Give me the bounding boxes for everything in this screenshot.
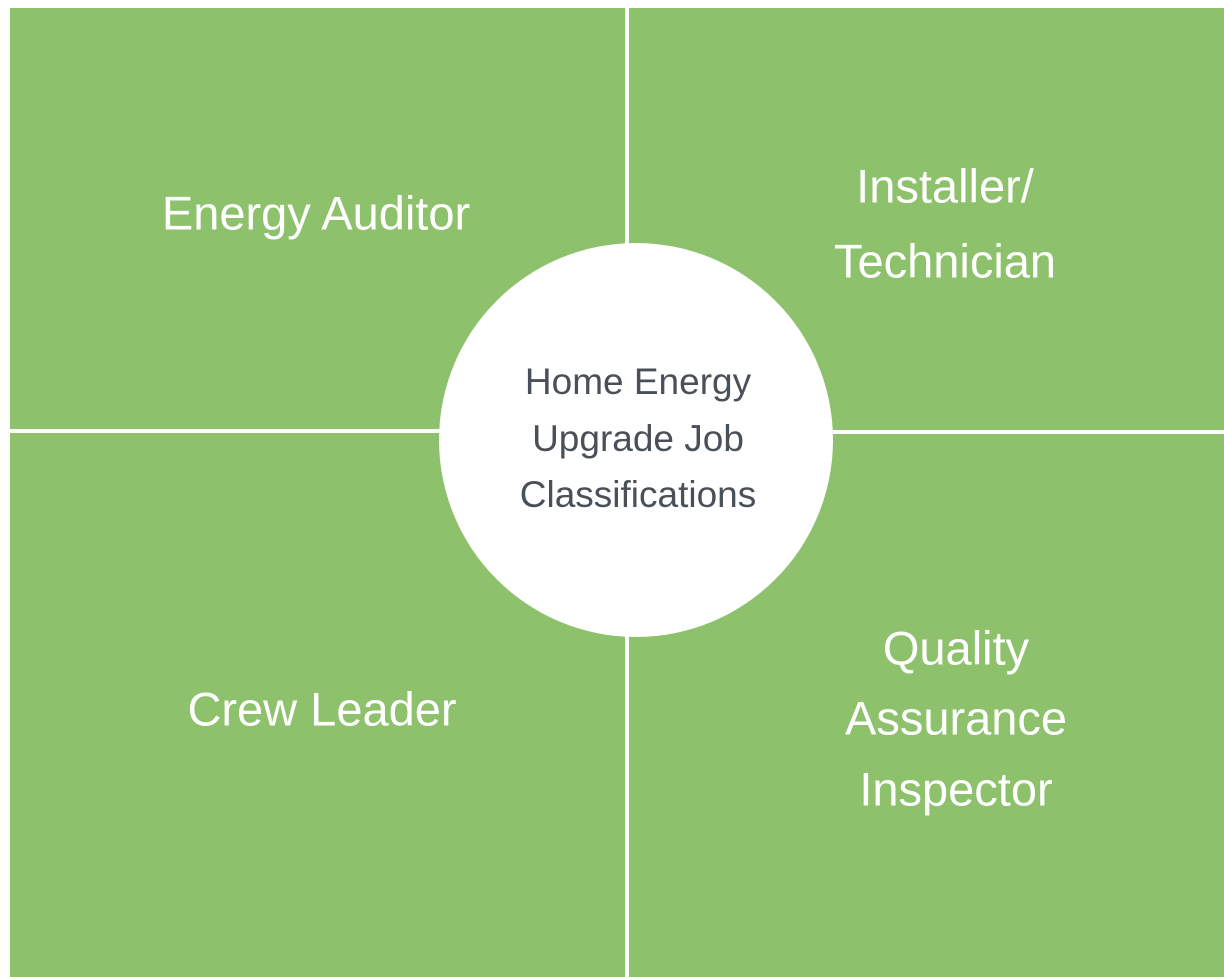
node-label: Assurance xyxy=(845,691,1067,744)
node-label: Installer/ xyxy=(856,159,1035,212)
node-label: Inspector xyxy=(859,762,1052,815)
node-label: Energy Auditor xyxy=(162,186,470,239)
node-label: Technician xyxy=(834,234,1056,287)
node-label: Crew Leader xyxy=(187,682,456,735)
center-label: Upgrade Job xyxy=(532,418,744,459)
center-label: Classifications xyxy=(520,474,756,515)
center-circle xyxy=(439,243,833,637)
center-label: Home Energy xyxy=(525,361,752,402)
node-label: Quality xyxy=(883,621,1030,674)
